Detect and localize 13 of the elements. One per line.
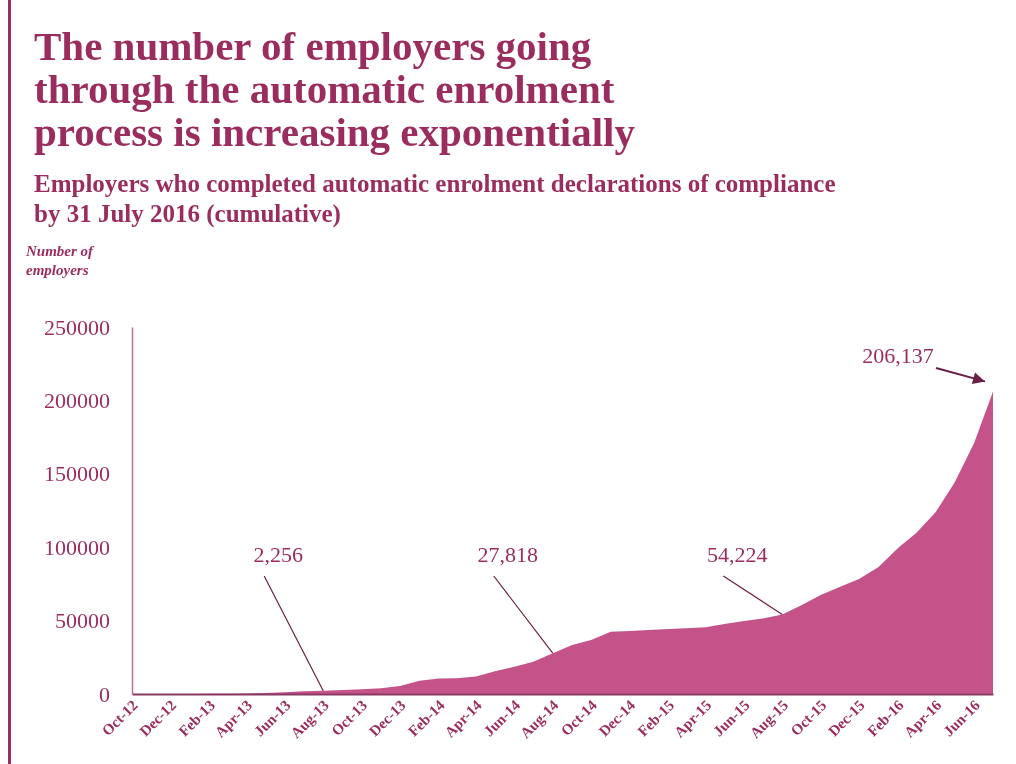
y-tick-label: 0	[99, 681, 110, 707]
y-tick-label: 50000	[55, 608, 110, 634]
y-tick-label: 250000	[44, 314, 110, 340]
annotation: 54,224	[707, 542, 768, 567]
y-tick-label: 150000	[44, 461, 110, 487]
y-tick-label: 200000	[44, 387, 110, 413]
y-axis-title: Number of employers	[25, 243, 96, 278]
annotation: 206,137	[862, 343, 934, 368]
annotation: 27,818	[477, 542, 538, 567]
y-tick-label: 100000	[44, 534, 110, 560]
chart-title: The number of employers going through the automatic enrolment process is increasing exponentially	[34, 23, 636, 155]
annotation: 2,256	[253, 542, 303, 567]
chart-subtitle: Employers who completed automatic enrolment declarations of compliance by 31 July 2016 (cumulative)	[34, 170, 836, 228]
